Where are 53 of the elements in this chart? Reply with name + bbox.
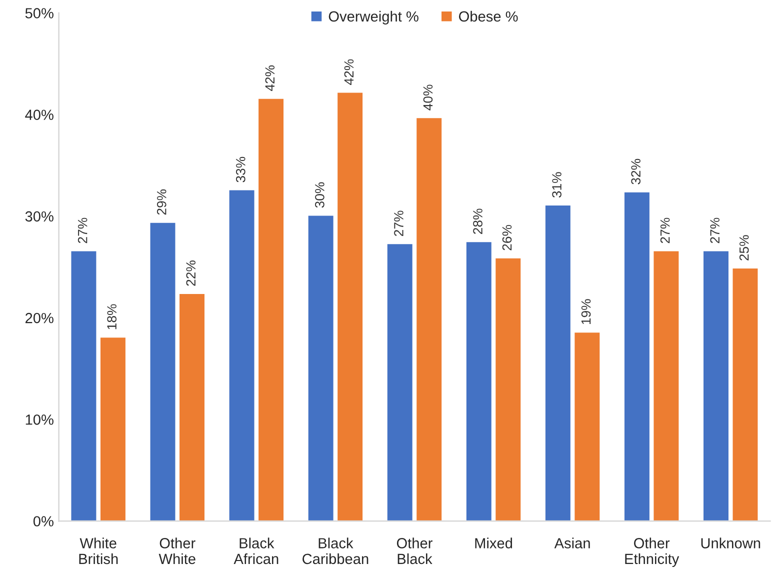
bar — [257, 98, 285, 522]
y-tick-label: 30% — [25, 211, 54, 222]
y-tick-label: 0% — [33, 516, 54, 526]
y-tick-label: 50% — [25, 8, 54, 18]
y-tick-label: 10% — [26, 414, 54, 425]
bar — [574, 331, 601, 522]
bar — [336, 92, 364, 522]
bar — [652, 250, 680, 522]
bar — [149, 222, 176, 522]
data-label: 30% — [315, 182, 324, 208]
y-tick-label: 20% — [26, 312, 54, 324]
x-tick-label: Black Caribbean — [302, 538, 368, 564]
data-label: 27% — [78, 218, 88, 244]
bar — [386, 243, 414, 522]
data-label: 28% — [473, 208, 482, 234]
bar — [465, 241, 492, 522]
data-label: 33% — [236, 156, 246, 182]
data-label: 32% — [631, 158, 640, 184]
bar — [623, 191, 651, 522]
bar — [494, 257, 522, 522]
data-label: 25% — [739, 235, 749, 260]
data-label: 26% — [502, 224, 512, 250]
data-label: 18% — [107, 304, 117, 330]
bar — [178, 292, 206, 522]
x-tick-label: Asian — [554, 538, 590, 548]
x-tick-label: Mixed — [475, 538, 512, 548]
data-label: 42% — [344, 59, 354, 85]
x-tick-label: Black African — [234, 538, 278, 564]
y-tick-label: 40% — [25, 110, 54, 120]
data-label: 29% — [156, 189, 166, 215]
bar — [544, 204, 572, 522]
bar — [70, 250, 98, 522]
x-tick-label: Other White — [158, 538, 196, 564]
data-label: 27% — [394, 210, 404, 236]
x-tick-label: Unknown — [701, 538, 760, 548]
legend-label: Obese % — [459, 10, 518, 22]
bar — [416, 117, 443, 522]
x-tick-label: White British — [79, 538, 118, 564]
x-tick-label: Other Black — [396, 538, 432, 564]
data-label: 31% — [552, 172, 562, 198]
bar — [99, 336, 127, 522]
data-label: 19% — [581, 299, 591, 324]
data-label: 27% — [660, 218, 670, 244]
bar — [732, 267, 759, 522]
bar — [307, 214, 334, 522]
data-label: 42% — [265, 65, 275, 92]
bar — [228, 189, 256, 522]
data-label: 40% — [423, 84, 433, 110]
data-label: 22% — [186, 260, 196, 286]
data-label: 27% — [710, 218, 720, 244]
legend-label: Overweight % — [328, 10, 418, 24]
bar — [702, 250, 730, 522]
x-tick-label: Other Ethnicity — [625, 538, 680, 567]
